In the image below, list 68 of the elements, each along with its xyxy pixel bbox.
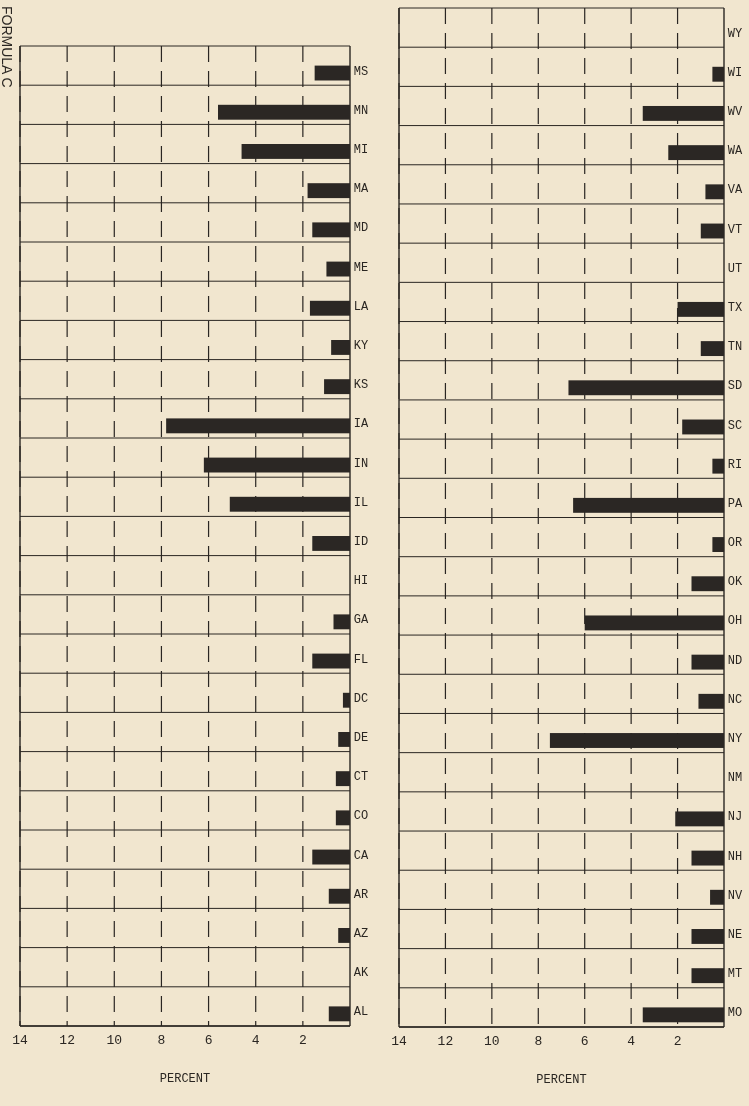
x-tick-label: 4	[251, 1033, 260, 1048]
x-tick-label: 12	[437, 1034, 454, 1049]
x-tick-label: 10	[106, 1033, 123, 1048]
y-tick-label: TX	[727, 300, 743, 315]
x-tick-label: 14	[12, 1033, 28, 1048]
y-tick-label: MA	[353, 182, 369, 197]
chart-title: FORMULA C	[0, 6, 15, 88]
y-tick-label: IN	[353, 456, 369, 471]
y-tick-label: VA	[727, 183, 743, 198]
y-tick-label: ND	[727, 653, 743, 668]
y-tick-label: MO	[727, 1006, 743, 1021]
y-tick-label: CT	[353, 770, 369, 785]
x-tick-label: 8	[157, 1033, 166, 1048]
y-tick-label: DE	[353, 731, 369, 745]
y-tick-label: WV	[727, 104, 743, 119]
x-tick-label: 6	[204, 1033, 213, 1048]
y-tick-label: DC	[353, 691, 369, 706]
y-tick-label: WY	[727, 26, 743, 41]
y-tick-label: GA	[353, 613, 369, 628]
y-tick-label: NM	[727, 771, 743, 786]
y-tick-label: MT	[727, 967, 743, 982]
x-tick-label: 14	[391, 1034, 407, 1049]
y-tick-label: ID	[353, 535, 369, 549]
y-tick-label: SD	[727, 379, 743, 394]
y-tick-label: NV	[727, 888, 743, 903]
y-tick-label: NY	[727, 732, 743, 747]
y-tick-label: AZ	[353, 927, 369, 941]
y-tick-label: IL	[353, 495, 369, 510]
x-tick-label: 10	[484, 1034, 500, 1049]
y-tick-label: CA	[353, 848, 369, 863]
y-tick-label: SC	[727, 418, 743, 433]
y-tick-label: HI	[353, 574, 369, 589]
x-tick-label: 4	[627, 1034, 636, 1049]
x-axis-title: PERCENT	[536, 1073, 587, 1087]
x-tick-label: 2	[298, 1033, 307, 1048]
y-tick-label: NH	[727, 849, 743, 864]
y-tick-label: WI	[727, 65, 743, 80]
y-tick-label: AR	[353, 887, 369, 902]
y-tick-label: MN	[353, 103, 369, 118]
x-tick-label: 8	[534, 1034, 543, 1049]
y-tick-label: FL	[353, 652, 369, 667]
y-tick-label: AK	[353, 966, 369, 981]
x-tick-label: 2	[673, 1034, 682, 1049]
y-tick-label: CO	[353, 809, 369, 824]
y-tick-label: NE	[727, 928, 743, 943]
y-tick-label: VT	[727, 222, 743, 237]
y-tick-label: OR	[727, 536, 743, 551]
y-tick-label: TN	[727, 340, 743, 355]
y-tick-label: RI	[727, 457, 743, 472]
x-axis-title: PERCENT	[159, 1072, 211, 1086]
y-tick-label: AL	[353, 1005, 369, 1020]
y-tick-label: OK	[727, 575, 743, 590]
y-tick-label: KY	[353, 339, 369, 353]
y-tick-label: OH	[727, 614, 743, 629]
y-tick-label: LA	[353, 299, 369, 314]
y-tick-label: MI	[353, 143, 369, 157]
y-tick-label: ME	[353, 260, 369, 275]
y-tick-label: MS	[353, 64, 369, 79]
y-tick-label: WA	[727, 144, 743, 159]
y-tick-label: PA	[727, 496, 743, 511]
y-tick-label: NJ	[727, 810, 743, 825]
y-tick-label: NC	[727, 692, 743, 707]
y-tick-label: IA	[353, 417, 369, 432]
y-tick-label: MD	[353, 221, 369, 236]
x-tick-label: 6	[580, 1034, 589, 1049]
y-tick-label: KS	[353, 378, 369, 393]
x-tick-label: 12	[59, 1033, 75, 1048]
y-tick-label: UT	[727, 261, 743, 276]
